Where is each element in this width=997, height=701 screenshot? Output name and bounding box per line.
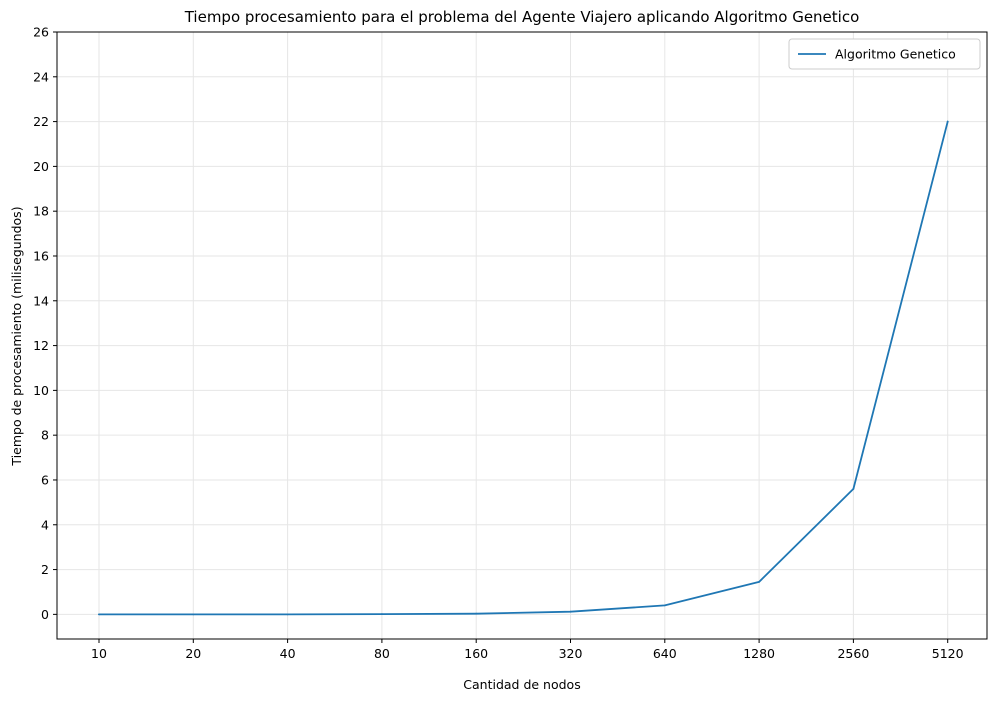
grid — [57, 31, 987, 639]
y-tick-label: 26 — [33, 25, 49, 40]
x-axis-label: Cantidad de nodos — [463, 677, 580, 692]
chart-title: Tiempo procesamiento para el problema de… — [184, 8, 860, 26]
x-tick-label: 1280 — [743, 646, 775, 661]
y-tick-label: 16 — [33, 248, 49, 263]
series-layer — [98, 120, 949, 616]
y-tick-label: 2 — [41, 562, 49, 577]
data-point — [852, 488, 855, 490]
data-point — [98, 613, 100, 616]
data-point — [475, 612, 478, 615]
y-tick-label: 14 — [33, 293, 49, 308]
legend-box — [788, 38, 981, 70]
legend: Algoritmo Genetico — [788, 38, 981, 70]
series-line — [98, 120, 949, 616]
data-point — [758, 580, 760, 583]
y-tick-label: 20 — [33, 159, 49, 174]
x-tick-label: 20 — [185, 646, 201, 661]
data-point — [663, 604, 666, 607]
x-tick-label: 10 — [91, 646, 107, 661]
y-tick-label: 4 — [41, 517, 49, 532]
x-tick-label: 40 — [280, 646, 296, 661]
y-tick-label: 18 — [33, 204, 49, 219]
data-point — [381, 613, 383, 616]
y-tick-label: 24 — [33, 69, 49, 84]
x-axis: 10 20 40 80 160 320 640 1280 2560 5120 — [91, 639, 964, 661]
data-point — [192, 613, 195, 616]
legend-label: Algoritmo Genetico — [835, 47, 956, 62]
data-point — [569, 610, 572, 613]
x-tick-label: 2560 — [837, 646, 869, 661]
x-tick-label: 160 — [464, 646, 488, 661]
y-tick-label: 22 — [33, 114, 49, 129]
y-axis-label: Tiempo de procesamiento (milisegundos) — [9, 206, 24, 466]
y-tick-label: 12 — [33, 338, 49, 353]
data-point — [286, 613, 289, 616]
x-tick-label: 5120 — [932, 646, 964, 661]
x-tick-label: 80 — [374, 646, 390, 661]
x-tick-label: 320 — [559, 646, 583, 661]
y-tick-label: 0 — [41, 607, 49, 622]
x-tick-label: 640 — [653, 646, 677, 661]
data-point — [946, 120, 949, 123]
y-tick-label: 10 — [33, 383, 49, 398]
y-tick-label: 8 — [41, 428, 49, 443]
y-tick-label: 6 — [41, 472, 49, 487]
plot-frame — [56, 31, 988, 640]
